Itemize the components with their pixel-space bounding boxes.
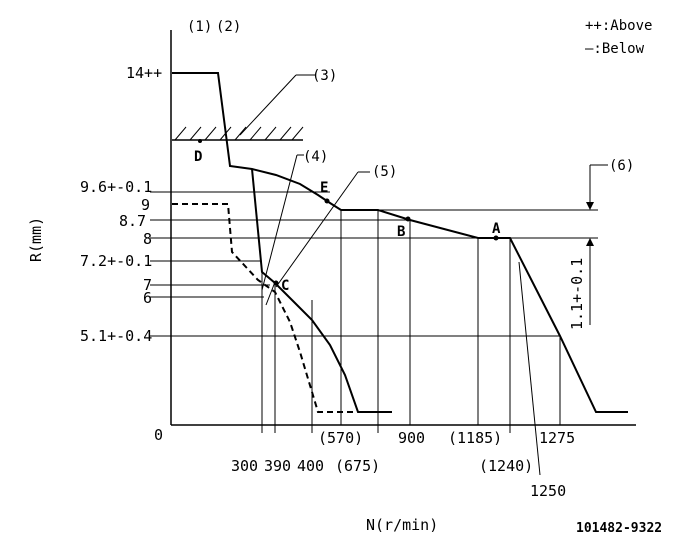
callout-3: (3) [312, 68, 337, 84]
legend-below: —:Below [585, 41, 645, 57]
leader-3 [239, 74, 297, 136]
solid-characteristic-curve [172, 72, 628, 413]
axes [170, 30, 636, 426]
x-tick-300: 300 [231, 457, 258, 475]
leader-c [265, 281, 276, 306]
hatch-marks [174, 126, 304, 141]
point-label-a: A [492, 221, 501, 237]
horizontal-reference-lines [150, 191, 598, 337]
point-label-b: B [397, 224, 405, 240]
y-tick-7-2: 7.2+-0.1 [80, 252, 152, 270]
stop-line-hatched [172, 126, 304, 141]
y-tick-8: 8 [143, 230, 152, 248]
x-tick-900: 900 [398, 429, 425, 447]
marker-c [273, 280, 279, 286]
x-tick-1240: (1240) [479, 457, 533, 475]
x-tick-1185: (1185) [448, 429, 502, 447]
marker-b [405, 216, 411, 222]
x-tick-400: 400 [297, 457, 324, 475]
arrow-dim-up [586, 238, 594, 246]
callout-leaders [239, 74, 608, 325]
vline-1250 [518, 261, 541, 476]
marker-e [324, 198, 330, 204]
vertical-reference-lines [261, 210, 561, 476]
figure-code: 101482-9322 [576, 521, 662, 536]
y-tick-labels: 14++ 9.6+-0.1 9 8.7 8 7.2+-0.1 7 6 5.1+-… [80, 64, 163, 444]
callout-1: (1) [187, 19, 212, 35]
dimension-label: 1.1+-0.1 [568, 258, 586, 330]
x-axis-title: N(r/min) [366, 516, 438, 534]
arrow-6-down [586, 202, 594, 210]
y-tick-14: 14++ [126, 64, 162, 82]
x-tick-labels: 300 390 400 (570) (675) 900 (1185) (1240… [231, 429, 575, 500]
point-label-e: E [320, 180, 328, 196]
y-tick-9: 9 [141, 196, 150, 214]
callout-4: (4) [303, 149, 328, 165]
y-tick-5-1: 5.1+-0.4 [80, 327, 152, 345]
y-tick-8-7: 8.7 [119, 212, 146, 230]
y-tick-0: 0 [154, 426, 163, 444]
leader-5 [275, 171, 359, 288]
dashed-characteristic-curve [172, 203, 356, 413]
y-tick-7: 7 [143, 276, 152, 294]
leader-4 [261, 154, 298, 291]
marker-d [198, 139, 202, 143]
callout-6: (6) [609, 158, 634, 174]
point-label-c: C [281, 278, 289, 294]
x-tick-1275: 1275 [539, 429, 575, 447]
x-tick-570: (570) [318, 429, 363, 447]
y-tick-9-6: 9.6+-0.1 [80, 178, 152, 196]
full-load-curve [172, 72, 628, 413]
y-axis-title: R(mm) [27, 217, 45, 262]
idle-curve [251, 168, 392, 413]
point-label-d: D [194, 149, 202, 165]
below-curve [172, 203, 356, 413]
marker-a [493, 235, 499, 241]
x-tick-390: 390 [264, 457, 291, 475]
y-tick-6: 6 [143, 289, 152, 307]
callout-2: (2) [216, 19, 241, 35]
point-markers [198, 139, 499, 286]
x-tick-675: (675) [335, 457, 380, 475]
x-tick-1250: 1250 [530, 482, 566, 500]
legend-above: ++:Above [585, 18, 652, 34]
callout-5: (5) [372, 164, 397, 180]
